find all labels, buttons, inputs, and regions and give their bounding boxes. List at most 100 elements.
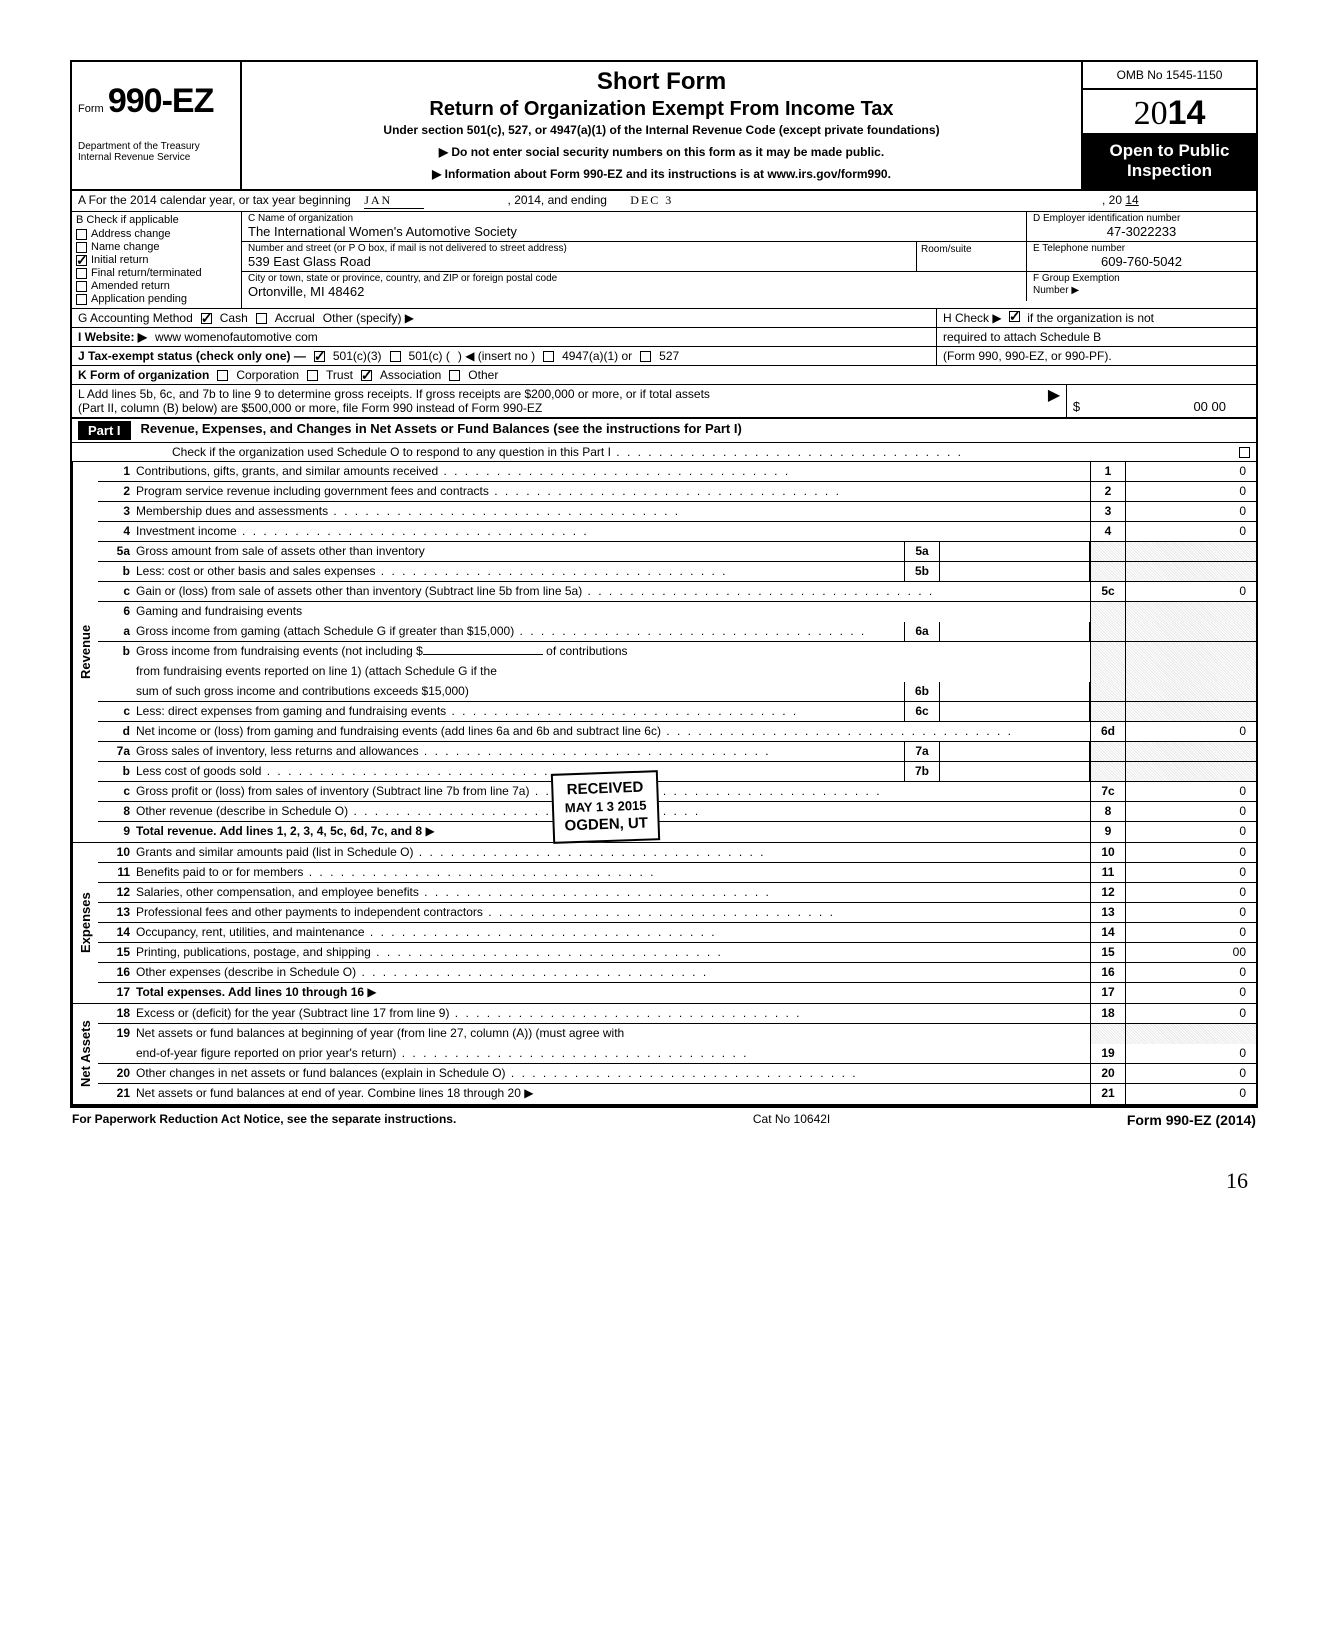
row-a-end-hand: DEC 3: [630, 193, 690, 208]
row-k: K Form of organization Corporation Trust…: [72, 366, 1256, 385]
row-a-begin-hand: JAN: [364, 193, 424, 209]
e-label: E Telephone number: [1027, 242, 1256, 254]
city-value: Ortonville, MI 48462: [242, 284, 1026, 301]
j-label: J Tax-exempt status (check only one) —: [78, 349, 306, 363]
city-cell: City or town, state or province, country…: [242, 272, 1026, 301]
expenses-section: Expenses 10Grants and similar amounts pa…: [72, 843, 1256, 1004]
form-990ez: Form 990-EZ Department of the Treasury I…: [70, 60, 1258, 1108]
l-text: L Add lines 5b, 6c, and 7b to line 9 to …: [72, 385, 1042, 417]
dollar-sign: $: [1066, 385, 1086, 417]
under-section: Under section 501(c), 527, or 4947(a)(1)…: [250, 123, 1073, 137]
chk-name-change[interactable]: Name change: [76, 241, 237, 253]
col-c: C Name of organization The International…: [242, 212, 1256, 308]
k-label: K Form of organization: [78, 368, 209, 382]
header: Form 990-EZ Department of the Treasury I…: [72, 62, 1256, 191]
row-a-pre: A For the 2014 calendar year, or tax yea…: [78, 193, 351, 207]
part1-title: Revenue, Expenses, and Changes in Net As…: [141, 421, 742, 436]
chk-cash[interactable]: [201, 313, 212, 324]
return-title: Return of Organization Exempt From Incom…: [250, 98, 1073, 121]
open-line1: Open to Public: [1087, 141, 1252, 161]
f-group-cell: F Group Exemption Number ▶: [1026, 272, 1256, 301]
chk-assoc[interactable]: [361, 370, 372, 381]
footer-right: Form 990-EZ (2014): [1127, 1112, 1256, 1128]
chk-h[interactable]: [1009, 311, 1020, 322]
netassets-side-label: Net Assets: [72, 1004, 98, 1104]
department: Department of the Treasury Internal Reve…: [78, 141, 234, 163]
row-a-mid: , 2014, and ending: [508, 193, 607, 207]
chk-amended[interactable]: Amended return: [76, 280, 237, 292]
org-name-cell: C Name of organization The International…: [242, 212, 1026, 241]
f-label2: Number ▶: [1027, 284, 1256, 296]
expenses-side-label: Expenses: [72, 843, 98, 1003]
part1-check: Check if the organization used Schedule …: [72, 443, 1256, 462]
page-number-handwritten: 16: [70, 1168, 1258, 1194]
d-label: D Employer identification number: [1027, 212, 1256, 224]
street-value: 539 East Glass Road: [242, 254, 916, 271]
row-h: H Check ▶ if the organization is not: [936, 309, 1256, 327]
e-phone-cell: E Telephone number 609-760-5042: [1026, 242, 1256, 271]
chk-part1-scho[interactable]: [1239, 447, 1250, 458]
block-bcdef: B Check if applicable Address change Nam…: [72, 212, 1256, 309]
row-l: L Add lines 5b, 6c, and 7b to line 9 to …: [72, 385, 1256, 419]
g-label: G Accounting Method: [78, 311, 193, 325]
row-h2: required to attach Schedule B: [936, 328, 1256, 346]
chk-app-pending[interactable]: Application pending: [76, 293, 237, 305]
part1-badge: Part I: [78, 421, 131, 440]
d-ein: 47-3022233: [1027, 224, 1256, 241]
info-about: ▶ Information about Form 990-EZ and its …: [250, 167, 1073, 181]
city-label: City or town, state or province, country…: [242, 272, 1026, 284]
chk-final-return[interactable]: Final return/terminated: [76, 267, 237, 279]
row-j: J Tax-exempt status (check only one) — 5…: [72, 347, 936, 365]
row-h3: (Form 990, 990-EZ, or 990-PF).: [936, 347, 1256, 365]
arrow-icon: ▶: [1042, 385, 1066, 417]
part1-header: Part I Revenue, Expenses, and Changes in…: [72, 419, 1256, 443]
chk-4947[interactable]: [543, 351, 554, 362]
col-b-checkboxes: B Check if applicable Address change Nam…: [72, 212, 242, 308]
f-label: F Group Exemption: [1027, 272, 1256, 284]
chk-accrual[interactable]: [256, 313, 267, 324]
i-website: www womenofautomotive com: [155, 330, 318, 344]
year-14: 14: [1168, 94, 1206, 132]
e-phone: 609-760-5042: [1027, 254, 1256, 271]
street-cell: Number and street (or P O box, if mail i…: [242, 242, 916, 271]
c-label: C Name of organization: [242, 212, 1026, 224]
chk-501c3[interactable]: [314, 351, 325, 362]
footer-left: For Paperwork Reduction Act Notice, see …: [72, 1112, 456, 1128]
row-a-post: , 20: [1102, 193, 1122, 207]
room-suite: Room/suite: [916, 242, 1026, 271]
l-amount: 00 00: [1086, 385, 1256, 417]
footer: For Paperwork Reduction Act Notice, see …: [70, 1108, 1258, 1128]
chk-corp[interactable]: [217, 370, 228, 381]
revenue-side-label: Revenue: [72, 462, 98, 842]
header-right: OMB No 1545-1150 2014 Open to Public Ins…: [1081, 62, 1256, 189]
footer-mid: Cat No 10642I: [753, 1112, 830, 1128]
netassets-section: Net Assets 18Excess or (deficit) for the…: [72, 1004, 1256, 1106]
street-label: Number and street (or P O box, if mail i…: [242, 242, 916, 254]
chk-initial-return[interactable]: Initial return: [76, 254, 237, 266]
short-form-title: Short Form: [250, 68, 1073, 96]
chk-501c[interactable]: [390, 351, 401, 362]
row-a-right: , 20 14: [1096, 191, 1256, 211]
do-not-ssn: ▶ Do not enter social security numbers o…: [250, 145, 1073, 159]
form-number: Form 990-EZ: [78, 82, 234, 121]
open-public-badge: Open to Public Inspection: [1083, 135, 1256, 189]
chk-address-change[interactable]: Address change: [76, 228, 237, 240]
header-mid: Short Form Return of Organization Exempt…: [242, 62, 1081, 189]
col-b-title: B Check if applicable: [76, 214, 237, 226]
d-ein-cell: D Employer identification number 47-3022…: [1026, 212, 1256, 241]
omb-number: OMB No 1545-1150: [1083, 62, 1256, 90]
org-name: The International Women's Automotive Soc…: [242, 224, 1026, 241]
revenue-section: Revenue 1Contributions, gifts, grants, a…: [72, 462, 1256, 843]
g-other: Other (specify) ▶: [323, 311, 414, 325]
year-20: 20: [1134, 95, 1168, 132]
header-left: Form 990-EZ Department of the Treasury I…: [72, 62, 242, 189]
chk-trust[interactable]: [307, 370, 318, 381]
i-label: I Website: ▶: [78, 330, 147, 344]
row-g: G Accounting Method Cash Accrual Other (…: [72, 309, 936, 327]
chk-k-other[interactable]: [449, 370, 460, 381]
open-line2: Inspection: [1087, 161, 1252, 181]
tax-year: 2014: [1083, 90, 1256, 135]
row-a-endyear: 14: [1125, 193, 1138, 207]
chk-527[interactable]: [640, 351, 651, 362]
form-990ez-num: 990-EZ: [108, 82, 214, 120]
